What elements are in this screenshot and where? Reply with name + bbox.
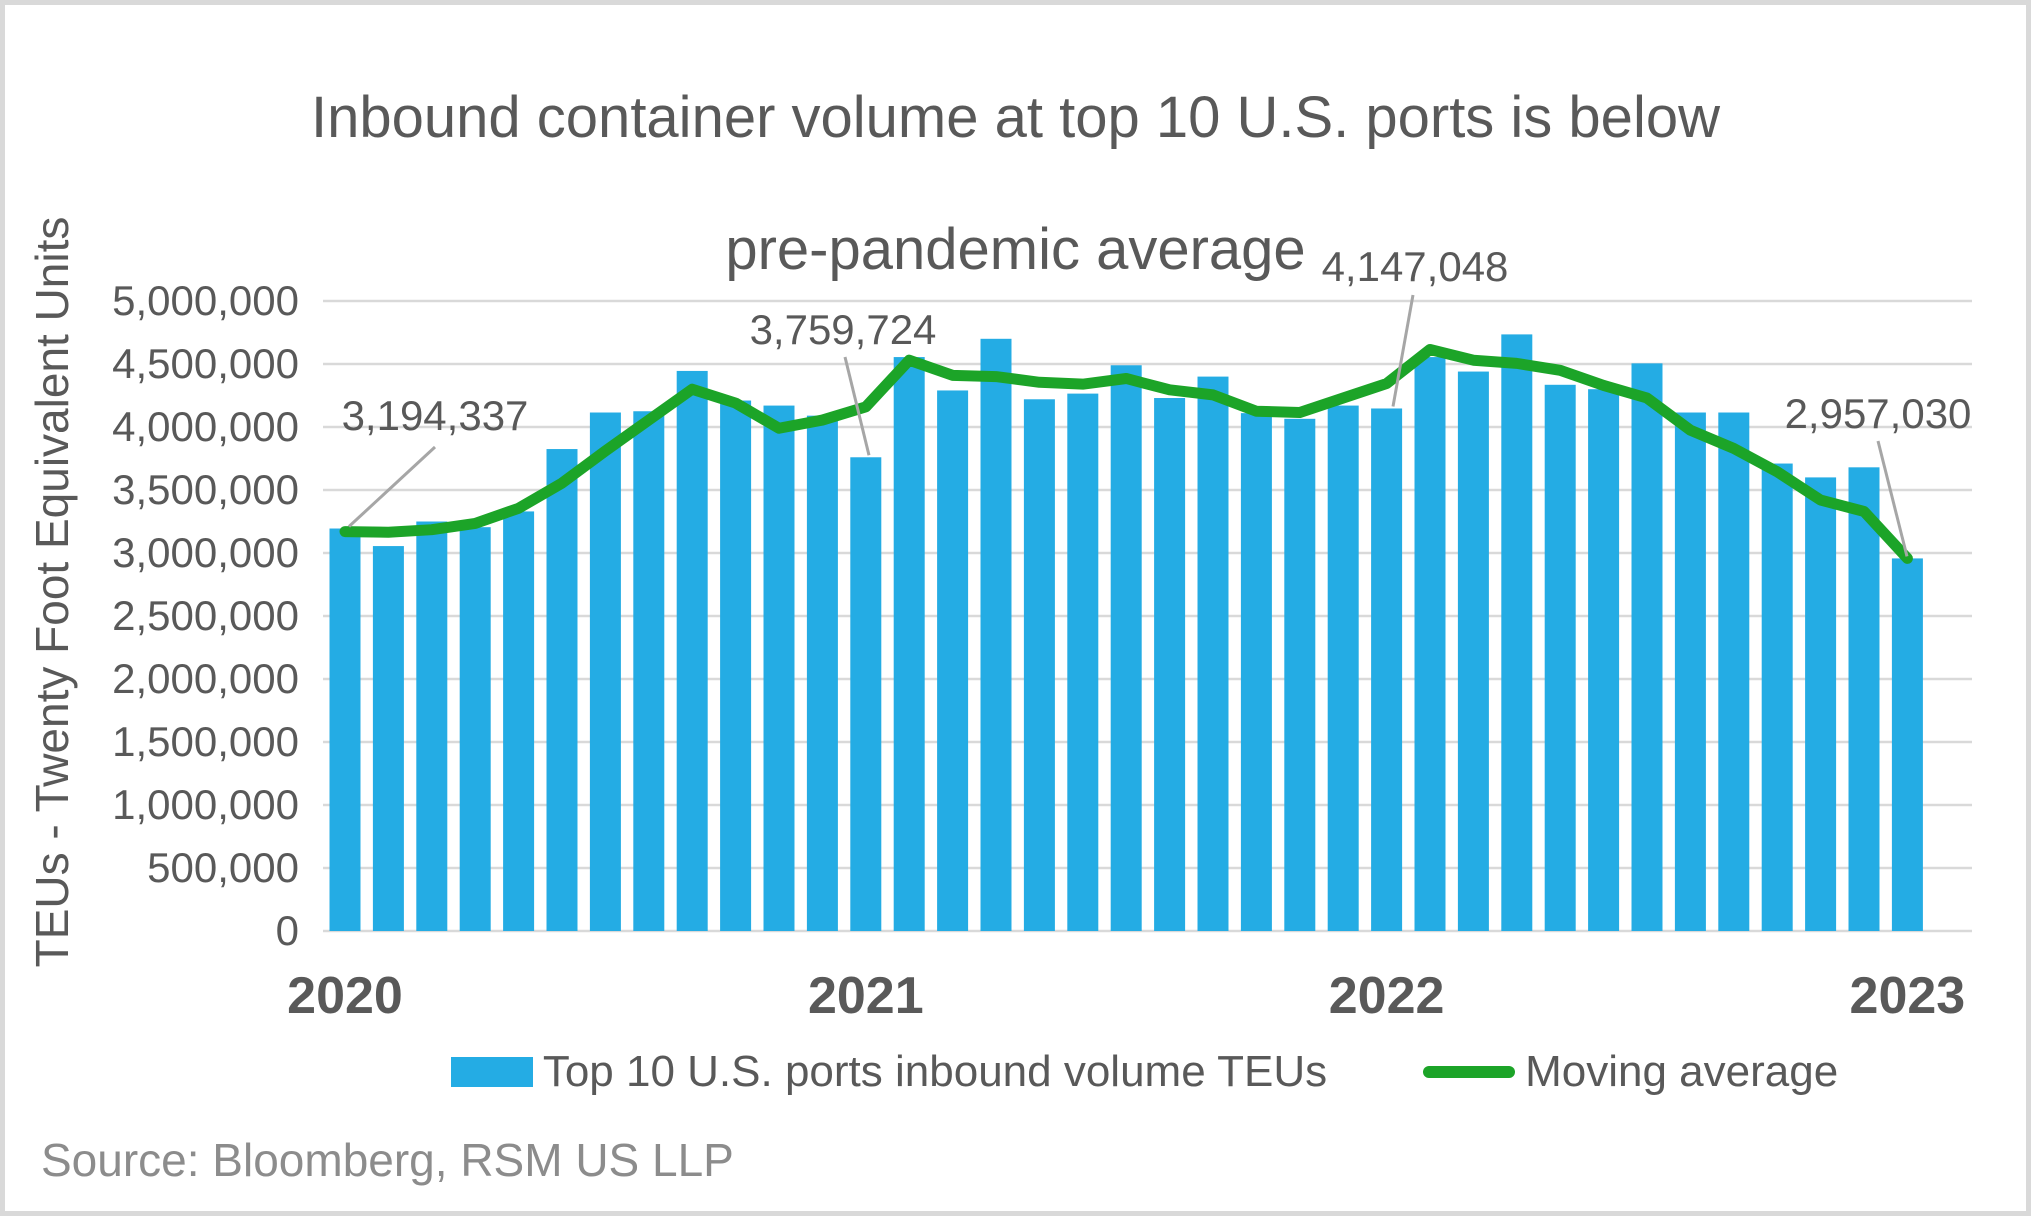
chart-title-line1: Inbound container volume at top 10 U.S. … [311,85,1720,150]
x-tick-label: 2023 [1850,967,1966,1025]
y-tick-label: 1,500,000 [112,718,299,765]
bar [1848,467,1880,931]
bar [459,527,491,931]
bar [1544,384,1576,931]
bar [503,511,535,931]
annotation-leader-line [347,445,437,528]
bar [1110,365,1142,931]
bar [1718,412,1750,931]
y-tick-label: 0 [276,907,299,954]
bar [937,390,969,932]
legend-item-line: Moving average [1423,1047,1838,1097]
x-tick-label: 2021 [808,967,924,1025]
bar [1501,334,1533,931]
source-note: Source: Bloomberg, RSM US LLP [41,1134,734,1186]
bar [1023,399,1055,931]
y-tick-label: 3,500,000 [112,466,299,513]
annotation-label: 3,194,337 [342,392,529,439]
annotation-label: 4,147,048 [1322,243,1509,290]
bar [589,412,621,931]
annotation-leader-line [843,356,871,456]
legend-item-bars: Top 10 U.S. ports inbound volume TEUs [450,1047,1328,1097]
bar [1371,408,1403,932]
bar [1240,413,1272,931]
bar [893,357,925,931]
y-tick-label: 3,000,000 [112,529,299,576]
bar [1674,412,1706,931]
line-series-swatch [1423,1066,1516,1078]
legend-label-line: Moving average [1525,1047,1839,1096]
annotation-leader-line [1876,440,1909,557]
bar [806,415,838,931]
bar [546,449,578,931]
bar [1327,405,1359,932]
bar [1891,558,1923,931]
moving-average-line [339,344,1913,564]
bar [372,546,404,931]
bar [1197,376,1229,932]
y-tick-label: 2,500,000 [112,592,299,639]
bar [1805,477,1837,931]
bar [720,400,752,931]
y-tick-label: 2,000,000 [112,655,299,702]
bar [1761,463,1793,931]
bar [676,370,708,931]
y-tick-label: 4,500,000 [112,340,299,387]
bar [980,338,1012,931]
bar [1588,389,1620,931]
chart-title-line2: pre-pandemic average [725,217,1306,282]
bar [1154,398,1186,931]
annotation-leader-line [1391,294,1415,407]
bar [1414,357,1446,931]
chart-title: Inbound container volume at top 10 U.S. … [5,19,2026,349]
y-tick-label: 1,000,000 [112,781,299,828]
bar-series-swatch [450,1057,533,1087]
x-tick-label: 2020 [287,967,403,1025]
bar [633,411,665,931]
chart-plot-area: 0 500,000 1,000,000 1,500,000 2,000,000 2,500… [112,243,1972,1025]
bar [1457,371,1489,931]
legend: Top 10 U.S. ports inbound volume TEUs Mo… [322,1047,1967,1097]
y-tick-label: 4,000,000 [112,403,299,450]
bar [329,528,361,931]
annotation-label: 3,759,724 [750,306,937,353]
y-tick-label: 5,000,000 [112,277,299,324]
bar [763,405,795,932]
bar [850,457,882,931]
x-tick-label: 2022 [1329,967,1445,1025]
bar [416,521,448,931]
bar [1067,393,1099,931]
bar [1284,418,1316,931]
bar [1631,363,1663,931]
annotation-label: 2,957,030 [1785,390,1972,437]
y-tick-label: 500,000 [147,844,299,891]
legend-label-bars: Top 10 U.S. ports inbound volume TEUs [542,1047,1328,1096]
